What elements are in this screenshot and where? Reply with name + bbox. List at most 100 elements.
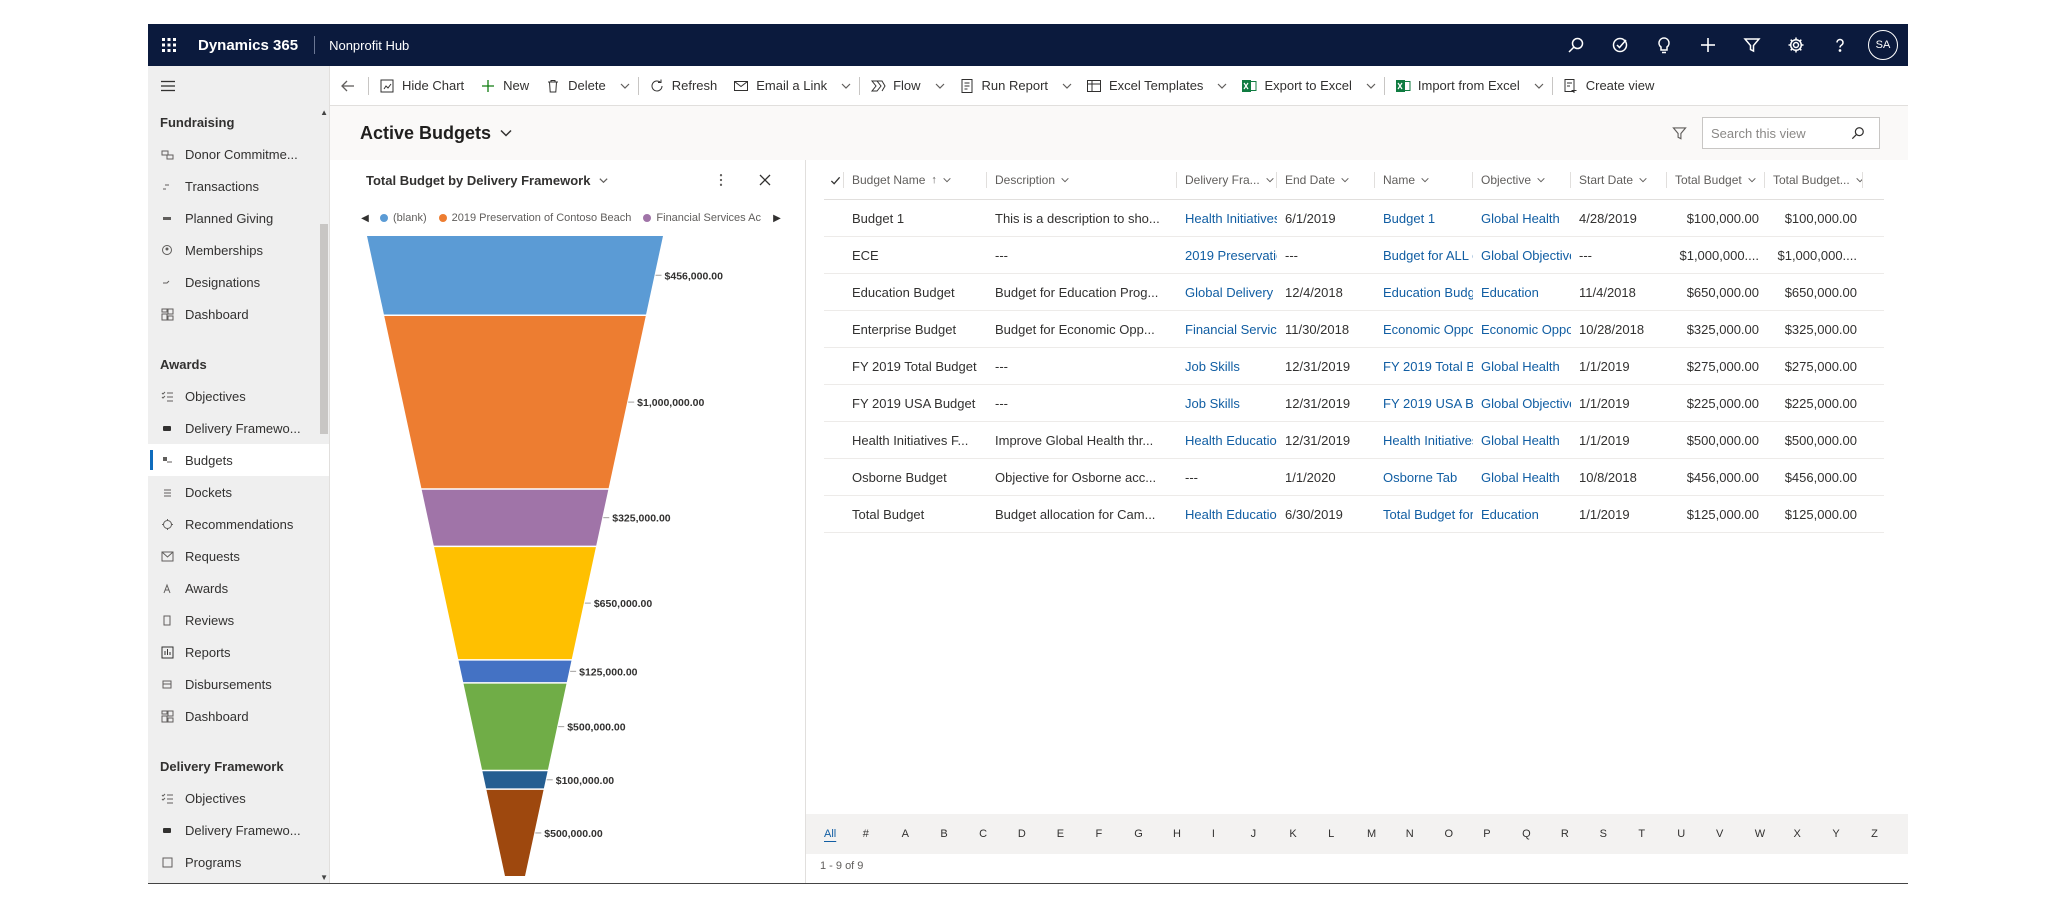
sidebar-item-objectives[interactable]: Objectives	[148, 380, 329, 412]
table-cell[interactable]: FY 2019 Total Bu	[1383, 358, 1473, 374]
sidebar-item-budgets[interactable]: Budgets	[148, 444, 329, 476]
table-cell[interactable]: Health Educatio	[1185, 432, 1277, 448]
table-cell[interactable]: Health Initiatives	[1383, 432, 1473, 448]
search-icon[interactable]	[1554, 24, 1598, 66]
legend-item[interactable]: Financial Services Ac	[643, 211, 761, 225]
plus-icon[interactable]	[1686, 24, 1730, 66]
gear-icon[interactable]	[1774, 24, 1818, 66]
scroll-up-icon[interactable]: ▲	[320, 108, 328, 117]
table-cell[interactable]: Global Health	[1481, 469, 1560, 485]
legend-next-icon[interactable]: ▶	[773, 212, 781, 224]
lightbulb-icon[interactable]	[1642, 24, 1686, 66]
sidebar-item-awards[interactable]: Awards	[148, 572, 329, 604]
chevron-down-icon[interactable]	[1420, 175, 1430, 185]
sidebar-item-disbursements[interactable]: Disbursements	[148, 668, 329, 700]
more-options-icon[interactable]	[711, 170, 731, 190]
close-icon[interactable]	[755, 170, 775, 190]
jump-letter[interactable]: W	[1754, 828, 1766, 840]
table-row[interactable]: ECE --- 2019 Preservatic --- Budget for ALL …	[824, 237, 1884, 274]
column-header-total-budget[interactable]: Total Budget	[1667, 160, 1765, 200]
row-select-cell[interactable]	[824, 311, 844, 347]
filter-icon[interactable]	[1668, 122, 1690, 144]
sidebar-item-designations[interactable]: Designations	[148, 266, 329, 298]
table-cell[interactable]: Global Objective	[1481, 247, 1571, 263]
help-icon[interactable]	[1818, 24, 1862, 66]
jump-letter[interactable]: N	[1405, 828, 1414, 840]
table-cell[interactable]: Financial Service	[1185, 321, 1277, 337]
funnel-segment[interactable]	[463, 683, 567, 770]
table-cell[interactable]: Education Budge	[1383, 284, 1473, 300]
jump-letter[interactable]: J	[1250, 828, 1257, 840]
funnel-segment[interactable]	[434, 547, 596, 660]
jump-letter[interactable]: G	[1134, 828, 1143, 840]
app-launcher-icon[interactable]	[148, 24, 190, 66]
chevron-down-icon[interactable]	[835, 66, 857, 106]
funnel-segment[interactable]	[384, 316, 646, 489]
jump-letter[interactable]: Z	[1871, 828, 1878, 840]
sidebar-item-dashboard[interactable]: Dashboard	[148, 298, 329, 330]
chevron-down-icon[interactable]	[614, 66, 636, 106]
jump-letter[interactable]: M	[1366, 828, 1377, 840]
jump-letter[interactable]: C	[979, 828, 988, 840]
scroll-down-icon[interactable]: ▼	[320, 873, 328, 882]
jump-letter[interactable]: L	[1328, 828, 1335, 840]
flow-button[interactable]: Flow	[862, 66, 928, 106]
table-cell[interactable]: Education	[1481, 284, 1539, 300]
run-report-button[interactable]: Run Report	[951, 66, 1056, 106]
hide-chart-button[interactable]: Hide Chart	[371, 66, 472, 106]
jump-letter[interactable]: T	[1638, 828, 1646, 840]
table-cell[interactable]: Economic Oppo	[1481, 321, 1571, 337]
table-cell[interactable]: Health Initiatives	[1185, 210, 1277, 226]
table-cell[interactable]: Budget 1	[1383, 210, 1436, 226]
jump-letter[interactable]: K	[1289, 828, 1297, 840]
jump-letter[interactable]: I	[1211, 828, 1215, 840]
column-header-name[interactable]: Name	[1375, 160, 1473, 200]
table-row[interactable]: FY 2019 USA Budget --- Job Skills 12/31/201…	[824, 385, 1884, 422]
funnel-segment[interactable]	[421, 489, 609, 546]
excel-templates-button[interactable]: Excel Templates	[1078, 66, 1211, 106]
chevron-down-icon[interactable]	[1340, 175, 1350, 185]
table-row[interactable]: Osborne Budget Objective for Osborne acc.…	[824, 459, 1884, 496]
jump-letter[interactable]: P	[1483, 828, 1491, 840]
sidebar-item-objectives[interactable]: Objectives	[148, 782, 329, 814]
search-input[interactable]	[1703, 125, 1843, 141]
column-header-delivery-fra[interactable]: Delivery Fra...	[1177, 160, 1277, 200]
jump-letter[interactable]: U	[1677, 828, 1686, 840]
row-select-cell[interactable]	[824, 385, 844, 421]
table-cell[interactable]: Job Skills	[1185, 395, 1240, 411]
column-header-start-date[interactable]: Start Date	[1571, 160, 1667, 200]
jump-letter[interactable]: V	[1715, 828, 1724, 840]
jump-letter[interactable]: All	[824, 828, 837, 840]
column-header-description[interactable]: Description	[987, 160, 1177, 200]
sidebar-item-planned-giving[interactable]: Planned Giving	[148, 202, 329, 234]
sidebar-item-reports[interactable]: Reports	[148, 636, 329, 668]
jump-letter[interactable]: H	[1173, 828, 1181, 840]
chevron-down-icon[interactable]	[942, 175, 952, 185]
jump-letter[interactable]: E	[1056, 828, 1065, 840]
filter-icon[interactable]	[1730, 24, 1774, 66]
row-select-cell[interactable]	[824, 496, 844, 532]
sidebar-scroll-thumb[interactable]	[320, 224, 328, 434]
jump-letter[interactable]: A	[901, 828, 909, 840]
table-row[interactable]: Enterprise Budget Budget for Economic Opp…	[824, 311, 1884, 348]
jump-letter[interactable]: R	[1560, 828, 1569, 840]
table-cell[interactable]: 2019 Preservatic	[1185, 247, 1277, 263]
sidebar-item-programs[interactable]: Programs	[148, 846, 329, 878]
table-cell[interactable]: Education	[1481, 506, 1539, 522]
sidebar-item-donor-commitme[interactable]: Donor Commitme...	[148, 138, 329, 170]
funnel-segment[interactable]	[482, 771, 548, 789]
sidebar-item-dashboard[interactable]: Dashboard	[148, 700, 329, 732]
hub-name[interactable]: Nonprofit Hub	[329, 37, 410, 53]
row-select-cell[interactable]	[824, 274, 844, 310]
chevron-down-icon[interactable]	[1360, 66, 1382, 106]
table-row[interactable]: Health Initiatives F... Improve Global He…	[824, 422, 1884, 459]
table-cell[interactable]: Health Educatio	[1185, 506, 1277, 522]
create-view-button[interactable]: Create view	[1555, 66, 1663, 106]
row-select-cell[interactable]	[824, 348, 844, 384]
table-row[interactable]: Budget 1 This is a description to sho... H…	[824, 200, 1884, 237]
jump-letter[interactable]: Y	[1832, 828, 1840, 840]
chevron-down-icon[interactable]	[1056, 66, 1078, 106]
chart-title[interactable]: Total Budget by Delivery Framework	[366, 172, 591, 188]
sidebar-item-reviews[interactable]: Reviews	[148, 604, 329, 636]
sidebar-item-delivery-framewo[interactable]: Delivery Framewo...	[148, 412, 329, 444]
